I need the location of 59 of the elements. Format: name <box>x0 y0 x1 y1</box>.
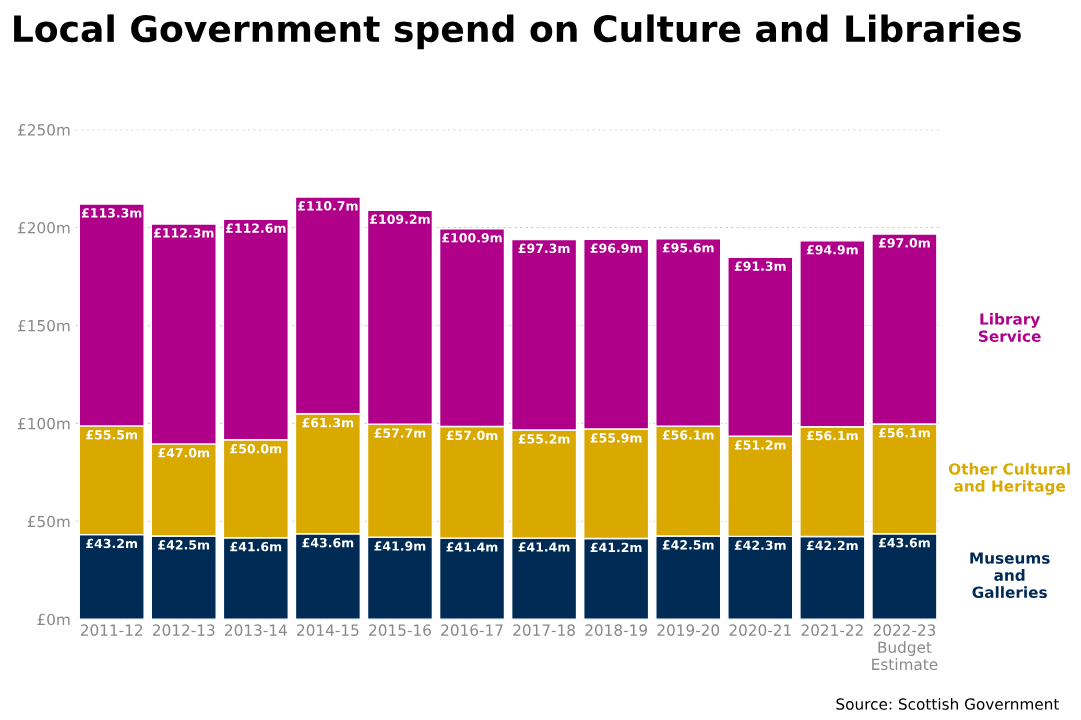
x-tick-label: 2012-13 <box>152 624 215 636</box>
data-label: £41.4m <box>446 542 498 552</box>
text: Library Service <box>978 312 1041 343</box>
data-label: £57.7m <box>374 428 426 438</box>
data-label: £41.6m <box>230 541 282 552</box>
chart-title: Local Government spend on Culture and Libraries <box>14 14 1021 50</box>
x-tick-label: 2015-16 <box>369 624 431 636</box>
data-label: £50.0m <box>230 443 282 454</box>
data-label: £97.0m <box>878 238 930 248</box>
data-label: £55.2m <box>518 434 570 444</box>
data-label: £55.5m <box>86 430 137 440</box>
x-tick-label: 2011-12 <box>80 624 143 636</box>
data-label: £42.5m <box>158 540 210 550</box>
data-label: £42.3m <box>734 540 786 550</box>
y-tick-label: £100m <box>18 417 70 430</box>
data-label: £43.6m <box>302 537 354 548</box>
data-label: £41.4m <box>518 542 570 552</box>
data-label: £56.1m <box>662 430 714 440</box>
data-label: £56.1m <box>806 430 858 441</box>
x-tick-label: 2021-22 <box>801 624 863 636</box>
data-label: £41.9m <box>374 541 426 551</box>
source-note: Source: Scottish Government <box>836 698 1060 710</box>
data-label: £41.2m <box>590 542 642 552</box>
series-label: Other Cultural and Heritage <box>948 462 1070 495</box>
x-tick-label: 2019-20 <box>657 624 720 636</box>
data-label: £43.6m <box>878 537 930 548</box>
data-label: £109.2m <box>370 214 430 224</box>
y-tick-label: £150m <box>18 319 70 332</box>
data-label: £55.9m <box>590 433 642 443</box>
data-label: £43.2m <box>86 538 137 549</box>
data-label: £96.9m <box>590 243 642 253</box>
y-tick-label: £200m <box>18 221 70 234</box>
x-tick-label: 2017-18 <box>513 624 575 636</box>
data-label: £113.3m <box>81 208 142 218</box>
x-tick-label: 2022-23 Budget Estimate <box>872 624 938 671</box>
data-label: £42.2m <box>806 540 858 550</box>
data-label: £97.3m <box>518 243 570 254</box>
data-label: £57.0m <box>446 430 498 441</box>
data-label: £112.3m <box>153 228 214 238</box>
data-label: £61.3m <box>302 417 354 428</box>
data-label: £110.7m <box>298 201 358 211</box>
y-tick-label: £250m <box>18 124 70 136</box>
x-tick-label: 2014-15 <box>297 624 359 636</box>
data-label: £100.9m <box>442 233 502 243</box>
y-tick-label: £50m <box>27 515 70 528</box>
text: Museums and Galleries <box>970 552 1050 599</box>
x-tick-label: 2020-21 <box>729 624 791 636</box>
data-label: £51.2m <box>734 440 786 450</box>
x-tick-label: 2016-17 <box>441 624 503 636</box>
data-label: £47.0m <box>158 448 210 458</box>
data-label: £95.6m <box>662 243 714 253</box>
x-tick-label: 2013-14 <box>225 624 287 636</box>
data-label: £112.6m <box>225 223 286 233</box>
data-label: £42.5m <box>662 540 714 550</box>
data-label: £91.3m <box>734 261 786 271</box>
x-tick-label: 2018-19 <box>585 624 648 636</box>
data-label: £94.9m <box>806 244 858 255</box>
data-label: £56.1m <box>878 428 930 438</box>
y-tick-label: £0m <box>37 613 70 626</box>
